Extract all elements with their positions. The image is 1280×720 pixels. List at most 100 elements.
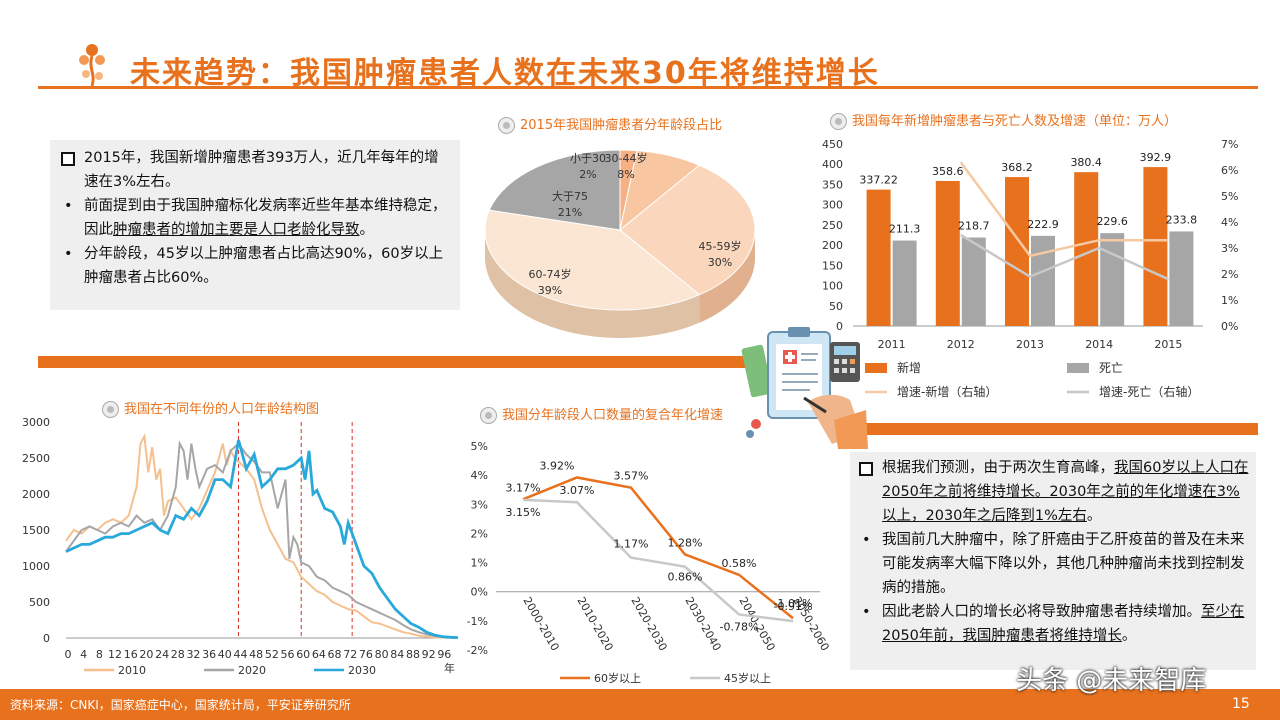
- pie-chart: 小于30 2% 30-44岁 8% 45-59岁 30% 60-74岁 39% 大于75 21%: [484, 149, 756, 338]
- bar-ytick: 100: [822, 280, 843, 293]
- cagr-ytick: 5%: [471, 440, 488, 453]
- section-divider-right: [848, 423, 1258, 435]
- bullet-circle-icon: [498, 117, 515, 134]
- pie-value-4: 21%: [558, 206, 582, 219]
- footer-bar: [0, 689, 1280, 720]
- bar-new-2013: [1005, 177, 1029, 326]
- cagr-ytick: 1%: [471, 557, 488, 570]
- pie-slice-2: [619, 164, 756, 296]
- cagr-label: 0.86%: [668, 571, 703, 584]
- bar-ytick: 400: [822, 158, 843, 171]
- pop-xtick: 4: [80, 648, 87, 661]
- cagr-ytick: 3%: [471, 498, 488, 511]
- bar-legend-label-3: 增速-死亡（右轴）: [1099, 384, 1199, 399]
- pop-ytick: 1500: [22, 524, 50, 537]
- pop-xtick: 0: [65, 648, 72, 661]
- bar-death-label: 222.9: [1027, 218, 1059, 231]
- pop-line-2010: [65, 433, 459, 639]
- bar-xtick: 2015: [1154, 338, 1182, 351]
- bar-y2tick: 7%: [1221, 138, 1238, 151]
- cagr-label: 1.17%: [614, 538, 649, 551]
- cagr-xtick: 2010-2020: [574, 595, 615, 653]
- pop-xtick: 68: [328, 648, 342, 661]
- bar-chart: 0 50 100 150 200 250 300 350 400 450 0% 1% 2% 3% 4% 5% 6…: [822, 138, 1238, 399]
- cagr-xtick: 2020-2030: [628, 595, 669, 653]
- bar-y2tick: 4%: [1221, 216, 1238, 229]
- pie-label-4: 大于75: [552, 189, 588, 203]
- cagr-label: 3.57%: [614, 470, 649, 483]
- pie-value-3: 39%: [538, 284, 562, 297]
- pop-xtick: 8: [96, 648, 103, 661]
- page-number: 15: [1232, 696, 1250, 712]
- cagr-label: 3.07%: [560, 484, 595, 497]
- cagr-label: -0.91%: [774, 600, 813, 613]
- cagr-chart-title: 我国分年龄段人口数量的复合年化增速: [480, 404, 723, 424]
- bar-ytick: 150: [822, 259, 843, 272]
- pop-xtick: 56: [281, 648, 295, 661]
- pie-label-0: 小于30: [570, 152, 606, 165]
- bar-y2tick: 5%: [1221, 190, 1238, 203]
- bar-line-2: [959, 161, 1169, 258]
- summary-lead: 2015年，我国新增肿瘤患者393万人，近几年每年的增速在3%左右。: [58, 146, 452, 194]
- bar-new-label: 368.2: [1001, 161, 1033, 174]
- cagr-xtick: 2030-2040: [682, 595, 723, 653]
- bar-legend-swatch-1: [1067, 363, 1089, 373]
- bar-legend-label-0: 新增: [897, 360, 921, 375]
- bar-xtick: 2011: [878, 338, 906, 351]
- pop-xtick: 48: [249, 648, 263, 661]
- pop-ytick: 0: [43, 632, 50, 645]
- forecast-textbox: 根据我们预测，由于两次生育高峰，我国60岁以上人口在2050年之前将维持增长。2…: [850, 452, 1256, 670]
- pop-xtick: 32: [186, 648, 200, 661]
- bar-death-label: 211.3: [889, 223, 921, 236]
- bullet-circle-icon: [480, 407, 497, 424]
- bar-xtick: 2013: [1016, 338, 1044, 351]
- cagr-ytick: 2%: [471, 527, 488, 540]
- pop-x-unit: 年: [444, 661, 455, 675]
- footer-source: 资料来源：CNKI，国家癌症中心，国家统计局，平安证券研究所: [10, 698, 351, 712]
- cagr-chart: -2% -1% 0% 1% 2% 3% 4% 5% 2000-2010 2010-2020 2020…: [467, 440, 832, 685]
- brand-flower-icon: [79, 44, 105, 87]
- cagr-label: -0.78%: [720, 620, 759, 633]
- bar-ytick: 350: [822, 178, 843, 191]
- pop-xtick: 64: [312, 648, 326, 661]
- pie-value-1: 8%: [617, 168, 634, 181]
- cagr-ytick: 4%: [471, 469, 488, 482]
- pop-xtick: 52: [265, 648, 279, 661]
- cagr-label: -1.01%: [774, 597, 813, 610]
- bar-new-2012: [935, 180, 960, 326]
- bar-death-2015: [1169, 231, 1194, 326]
- pop-legend-label-1: 2020: [238, 664, 266, 677]
- forecast-bullet-2: 因此老龄人口的增长必将导致肿瘤患者持续增加。至少在2050年前，我国肿瘤患者将维…: [856, 600, 1250, 648]
- forecast-bullet-1: 我国前几大肿瘤中，除了肝癌由于乙肝疫苗的普及在未来可能发病率大幅下降以外，其他几…: [856, 528, 1250, 600]
- bar-ytick: 50: [829, 300, 843, 313]
- pop-legend-label-0: 2010: [118, 664, 146, 677]
- bar-new-2011: [866, 189, 891, 326]
- pie-slice-3: [484, 209, 701, 311]
- bar-death-2012: [961, 237, 986, 326]
- bar-new-label: 392.9: [1140, 151, 1172, 164]
- bar-death-2011: [892, 240, 917, 326]
- bar-death-label: 233.8: [1166, 213, 1198, 226]
- pop-xtick: 84: [390, 648, 404, 661]
- pop-ytick: 2000: [22, 488, 50, 501]
- pop-xtick: 24: [155, 648, 169, 661]
- summary-textbox: 2015年，我国新增肿瘤患者393万人，近几年每年的增速在3%左右。 前面提到由…: [50, 140, 460, 310]
- pop-xtick: 28: [171, 648, 185, 661]
- pop-ytick: 3000: [22, 416, 50, 429]
- pie-label-3: 60-74岁: [529, 267, 572, 281]
- cagr-label: 0.58%: [722, 557, 757, 570]
- cagr-legend-label-0: 60岁以上: [594, 671, 641, 685]
- watermark: 头条 @未来智库: [1016, 666, 1207, 696]
- bar-y2tick: 0%: [1221, 320, 1238, 333]
- cagr-label: 3.17%: [506, 481, 541, 494]
- pie-value-2: 30%: [708, 256, 732, 269]
- pop-ytick: 500: [29, 596, 50, 609]
- bar-legend-swatch-0: [865, 363, 887, 373]
- pop-xtick: 72: [343, 648, 357, 661]
- pop-xtick: 44: [233, 648, 247, 661]
- pie-value-0: 2%: [579, 168, 596, 181]
- pop-xtick: 92: [422, 648, 436, 661]
- cagr-ytick: -1%: [467, 615, 488, 628]
- cagr-label: 3.15%: [506, 506, 541, 519]
- bar-chart-title: 我国每年新增肿瘤患者与死亡人数及增速（单位：万人）: [830, 110, 1177, 130]
